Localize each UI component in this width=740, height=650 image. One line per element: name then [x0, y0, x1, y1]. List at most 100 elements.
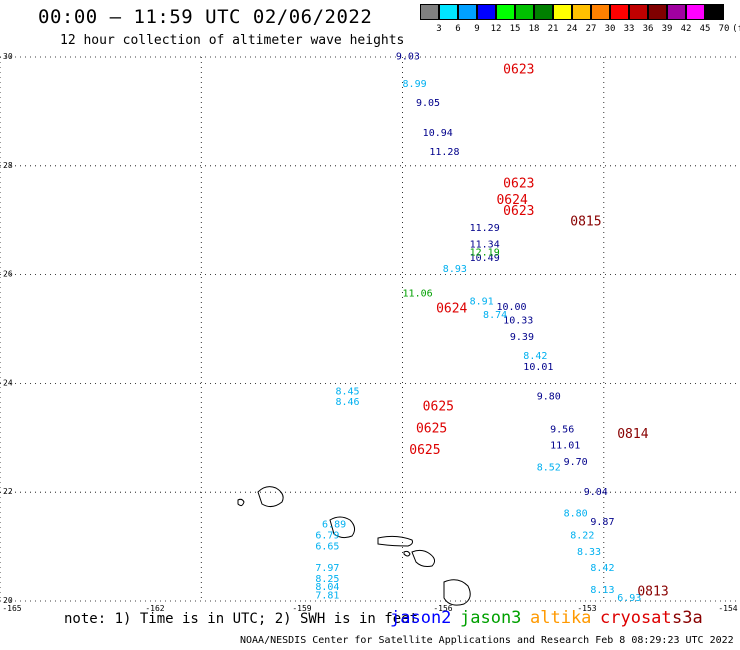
pass-time-label: 0625: [423, 400, 454, 415]
wave-height-value: 9.39: [510, 332, 534, 343]
axis-tick-labels: 30 28 26 24 22 20-165 -162 -159 -156 -153 -154: [2, 52, 737, 613]
color-swatch: [534, 4, 553, 20]
wave-height-value: 10.01: [523, 362, 553, 373]
x-tick-label: -154: [718, 604, 737, 613]
color-swatch: [439, 4, 458, 20]
island-molokai: [377, 535, 413, 547]
wave-height-value: 11.01: [550, 441, 580, 452]
chart-subtitle: 12 hour collection of altimeter wave hei…: [60, 33, 405, 48]
color-swatch: [458, 4, 477, 20]
legend-cryosat: cryosat: [600, 608, 672, 628]
wave-height-value: 9.56: [550, 424, 574, 435]
x-tick-label: -153: [577, 604, 596, 613]
color-scale-label: 18: [528, 24, 540, 34]
wave-height-value: 6.93: [617, 593, 641, 604]
color-swatch: [667, 4, 686, 20]
wave-height-value: 9.70: [564, 457, 588, 468]
color-swatch: [610, 4, 629, 20]
wave-height-value: 10.49: [470, 253, 500, 264]
wave-height-value: 8.99: [403, 79, 427, 90]
wave-height-value: 8.91: [470, 297, 494, 308]
wave-height-value: 9.87: [590, 517, 614, 528]
chart-title: 00:00 – 11:59 UTC 02/06/2022: [38, 6, 373, 28]
color-scale-label: 70: [718, 24, 730, 34]
pass-time-label: 0624: [496, 193, 527, 208]
wave-height-value: 8.33: [577, 547, 601, 558]
wave-height-value: 7.97: [315, 563, 339, 574]
wave-height-value: 8.25: [315, 574, 339, 585]
wave-height-value: 9.80: [537, 392, 561, 403]
color-scale-label: (ft): [732, 24, 740, 34]
wave-height-value: 9.03: [396, 52, 420, 63]
pass-time-label: 0813: [637, 585, 668, 600]
grid-lines: [0, 56, 738, 602]
color-swatch: [477, 4, 496, 20]
pass-time-label: 0815: [570, 215, 601, 230]
color-swatch: [686, 4, 705, 20]
color-scale-label: 42: [680, 24, 692, 34]
pass-time-label: 0624: [436, 302, 467, 317]
pass-time-label: 0814: [617, 427, 648, 442]
color-swatch: [515, 4, 534, 20]
color-scale-label: 24: [566, 24, 578, 34]
wave-height-value: 10.33: [503, 316, 533, 327]
color-scale-label: 9: [474, 24, 480, 34]
island-niihau: [237, 498, 245, 507]
pass-time-label: 0623: [503, 177, 534, 192]
color-swatch: [705, 4, 724, 20]
color-scale-label: 39: [661, 24, 673, 34]
color-scale-label: 12: [490, 24, 502, 34]
island-hawaii: [443, 579, 471, 606]
wave-height-value: 8.13: [590, 585, 614, 596]
wave-height-value: 6.79: [315, 530, 339, 541]
wave-height-value: 9.04: [584, 487, 608, 498]
wave-height-value: 10.94: [423, 128, 453, 139]
x-tick-label: -159: [292, 604, 311, 613]
x-tick-label: -162: [145, 604, 164, 613]
color-swatch: [496, 4, 515, 20]
wave-height-value: 6.89: [322, 520, 346, 531]
y-tick-label: 20: [3, 596, 13, 605]
wave-height-value: 11.28: [429, 147, 459, 158]
pass-time-label: 0623: [503, 204, 534, 219]
pass-time-label: 0625: [409, 443, 440, 458]
pass-time-label: 0623: [503, 62, 534, 77]
x-tick-label: -156: [433, 604, 452, 613]
x-tick-label: -165: [2, 604, 21, 613]
wave-height-value: 12.19: [470, 248, 500, 259]
y-tick-label: 24: [3, 378, 13, 387]
color-swatch: [572, 4, 591, 20]
pass-time-label: 0625: [416, 421, 447, 436]
wave-height-value: 8.42: [523, 351, 547, 362]
color-swatch: [420, 4, 439, 20]
color-swatch: [648, 4, 667, 20]
legend-jason2: jason2: [390, 608, 452, 628]
wave-height-value: 6.65: [315, 541, 339, 552]
island-oahu: [329, 516, 356, 539]
color-scale-label: 36: [642, 24, 654, 34]
wave-height-value: 11.06: [403, 288, 433, 299]
wave-height-value: 8.52: [537, 462, 561, 473]
color-swatch: [553, 4, 572, 20]
island-kauai: [257, 486, 284, 508]
wave-height-value: 10.00: [496, 302, 526, 313]
note-text: note: 1) Time is in UTC; 2) SWH is in fe…: [64, 611, 419, 627]
color-scale-label: 45: [699, 24, 711, 34]
legend-jason3: jason3: [460, 608, 522, 628]
wave-height-points: 9.03 9.05 10.94 11.28 11.29 11.34 10.49 10.00 10…: [315, 52, 668, 604]
wave-height-value: 9.05: [416, 98, 440, 109]
color-swatch: [629, 4, 648, 20]
wave-height-value: 8.93: [443, 264, 467, 275]
wave-height-value: 7.81: [315, 590, 339, 601]
y-tick-label: 22: [3, 487, 13, 496]
color-scale-label: 30: [604, 24, 616, 34]
color-scale-label: 15: [509, 24, 521, 34]
wave-height-value: 8.42: [590, 563, 614, 574]
island-maui: [411, 549, 436, 567]
legend-altika: altika: [530, 608, 592, 628]
wave-height-value: 8.04: [315, 582, 339, 593]
color-scale-label: 6: [455, 24, 461, 34]
y-tick-label: 26: [3, 270, 13, 279]
hawaiian-islands: [237, 486, 471, 606]
